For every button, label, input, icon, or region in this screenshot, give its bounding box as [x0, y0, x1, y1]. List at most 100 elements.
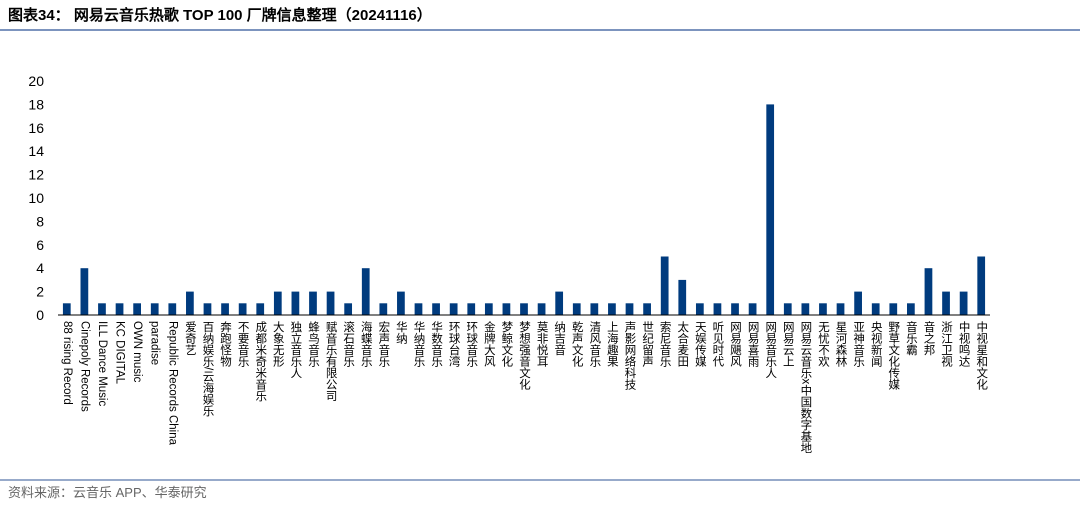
- x-tick-label: 88 rising Record: [61, 321, 73, 405]
- x-tick-label: 亚神音乐: [852, 321, 865, 367]
- x-tick-label: 滚石音乐: [342, 320, 355, 367]
- x-tick-label: KC DIGITAL: [114, 321, 126, 385]
- bar: [643, 303, 651, 315]
- bar: [678, 279, 687, 315]
- x-tick-label: 中视星和文化: [975, 321, 988, 391]
- x-tick-label: 环球台湾: [448, 321, 461, 368]
- x-tick-label: 蜂鸟音乐: [307, 320, 320, 367]
- y-tick-label: 14: [28, 143, 44, 159]
- x-tick-label: 华纳: [395, 320, 408, 345]
- x-tick-label: ILL Dance Music: [96, 321, 108, 406]
- bar: [572, 303, 581, 315]
- x-tick-label: 听见时代: [711, 321, 724, 368]
- x-tick-label: 华数音乐: [430, 320, 443, 367]
- bar: [291, 291, 300, 315]
- x-tick-label: 音之邦: [922, 320, 935, 355]
- x-tick-label: 百纳娱乐/云海娱乐: [201, 321, 214, 416]
- x-tick-label: 环球音乐: [465, 321, 478, 367]
- bar: [854, 291, 862, 315]
- bar: [467, 303, 476, 315]
- x-tick-label: 梦鲸文化: [500, 321, 513, 368]
- bar: [924, 268, 933, 315]
- x-tick-label: 浙江卫视: [940, 321, 953, 367]
- x-tick-label: Cinepoly Records: [78, 321, 90, 412]
- x-tick-label: 不要音乐: [237, 321, 250, 367]
- x-tick-label: 乾声文化: [571, 321, 584, 368]
- bar: [150, 303, 159, 315]
- bar: [608, 303, 616, 315]
- x-tick-label: 海蝶音乐: [360, 320, 373, 367]
- x-tick-label: 奔跑怪物: [219, 321, 232, 367]
- bar: [977, 256, 986, 315]
- bar: [238, 303, 247, 315]
- y-tick-label: 18: [28, 96, 44, 112]
- bar: [186, 291, 194, 315]
- bar: [80, 268, 89, 315]
- x-tick-label: 独立音乐人: [289, 320, 302, 378]
- x-tick-label: 网易音乐人: [764, 321, 777, 379]
- bar: [836, 303, 845, 315]
- bar: [62, 303, 71, 315]
- bar: [502, 303, 511, 315]
- bar: [379, 303, 388, 315]
- x-tick-label: 网易云音乐x中国数字基地: [799, 321, 812, 453]
- y-tick-label: 0: [36, 307, 44, 323]
- y-tick-label: 10: [28, 190, 44, 206]
- y-tick-label: 4: [36, 260, 44, 276]
- bar: [484, 303, 493, 315]
- y-tick-label: 6: [36, 237, 44, 253]
- x-tick-label: 爱奇艺: [184, 321, 197, 356]
- bar: [414, 303, 423, 315]
- y-tick-label: 20: [28, 73, 44, 89]
- x-tick-label: 纳吉音: [553, 321, 566, 356]
- x-tick-label: 中视鸣达: [958, 321, 971, 367]
- bar: [256, 303, 265, 315]
- x-tick-label: 网易飓风: [729, 321, 742, 368]
- source: 资料来源：云音乐 APP、华泰研究: [8, 485, 207, 500]
- x-tick-label: 清风音乐: [588, 321, 601, 367]
- chart-title: 图表34： 网易云音乐热歌 TOP 100 厂牌信息整理（20241116）: [8, 6, 432, 24]
- bar: [221, 303, 229, 315]
- bar: [695, 303, 704, 315]
- bar: [713, 303, 722, 315]
- bar: [731, 303, 739, 315]
- bar: [625, 303, 634, 315]
- bar: [942, 291, 950, 315]
- bar: [326, 291, 335, 315]
- bar: [203, 303, 212, 315]
- bar: [590, 303, 599, 315]
- x-tick-label: OWN music: [131, 321, 143, 383]
- bar: [801, 303, 810, 315]
- bar: [98, 303, 106, 315]
- x-tick-label: 索尼音乐: [659, 320, 672, 367]
- x-tick-label: 太合麦田: [676, 321, 689, 367]
- bar: [133, 303, 142, 315]
- x-tick-label: 野草文化传媒: [887, 321, 900, 391]
- y-tick-label: 16: [28, 120, 44, 136]
- bar: [783, 303, 792, 315]
- bar: [871, 303, 880, 315]
- x-tick-label: 天娱传媒: [694, 321, 707, 368]
- y-tick-label: 12: [28, 167, 44, 183]
- bar: [906, 303, 915, 315]
- bar: [748, 303, 757, 315]
- bar: [361, 268, 370, 315]
- x-tick-label: 无忧不欢: [817, 321, 830, 368]
- x-tick-label: 赋音乐有限公司: [325, 321, 338, 402]
- bar: [766, 104, 775, 316]
- x-tick-label: 华纳音乐: [412, 320, 425, 367]
- x-tick-label: 央视新闻: [870, 321, 883, 368]
- bar: [449, 303, 458, 315]
- x-tick-label: 星河森林: [835, 321, 848, 367]
- y-tick-label: 8: [36, 213, 44, 229]
- bar: [660, 256, 669, 315]
- bar: [520, 303, 528, 315]
- bar: [537, 303, 546, 315]
- x-tick-label: Republic Records China: [166, 321, 178, 446]
- bar: [168, 303, 177, 315]
- x-tick-label: 世纪留声: [641, 321, 654, 368]
- bar: [273, 291, 282, 315]
- x-tick-label: 金牌大风: [483, 320, 496, 368]
- x-tick-label: 音乐霸: [905, 320, 918, 356]
